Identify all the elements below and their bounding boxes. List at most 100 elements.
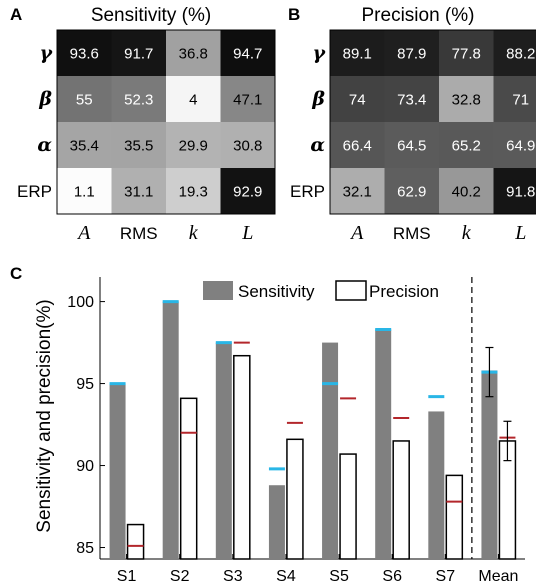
bar-sensitivity (162, 301, 179, 559)
heatmap-col-label: L (514, 222, 526, 244)
heatmap-cell (111, 76, 167, 123)
heatmap-cell-value: 35.4 (70, 138, 99, 155)
x-tick-label: S2 (170, 568, 190, 585)
legend-label-precision: Precision (369, 282, 439, 301)
panel-letter-b: B (288, 5, 300, 24)
heatmap-cell-value: 36.8 (179, 46, 208, 63)
x-tick-label: S3 (223, 568, 243, 585)
heatmap-sensitivity: A Sensitivity (%) 93.6 91.7 36.8 94.7 55 52.3… (10, 5, 276, 244)
legend-label-sensitivity: Sensitivity (238, 282, 315, 301)
panel-letter-c: C (10, 264, 22, 283)
heatmap-row-label: γ (312, 42, 326, 64)
heatmap-cell-value: 35.5 (124, 138, 153, 155)
heatmap-cell-value: 89.1 (343, 46, 372, 63)
heatmap-cell (493, 76, 536, 123)
bar-sensitivity (268, 485, 285, 559)
heatmap-cell (439, 30, 494, 77)
heatmap-row-label: β (38, 88, 52, 110)
heatmap-cell-value: 71 (512, 92, 529, 109)
heatmap-col-label: k (462, 222, 472, 244)
legend-swatch-precision (335, 280, 367, 301)
heatmap-cell (220, 76, 276, 123)
bar-sensitivity (215, 342, 232, 559)
x-tick-label: Mean (478, 568, 518, 585)
bar-precision (179, 397, 198, 560)
heatmap-title: Precision (%) (362, 5, 475, 26)
x-tick-label: S7 (436, 568, 456, 585)
heatmap-row-label: ERP (290, 182, 325, 201)
bar-chart: C Sensitivity and precision(%) Sensitivi… (10, 264, 525, 585)
heatmap-cell (384, 76, 440, 123)
heatmap-cell (166, 76, 221, 123)
bar-precision (445, 474, 464, 560)
bar-precision (126, 523, 145, 560)
y-tick-label: 100 (67, 294, 94, 311)
heatmap-cell (220, 168, 276, 215)
heatmap-cell (493, 168, 536, 215)
legend: Sensitivity Precision (203, 280, 439, 301)
heatmap-cell (330, 76, 385, 123)
heatmap-cell-value: 32.1 (343, 184, 372, 201)
heatmap-cell (57, 30, 112, 77)
heatmap-cell-value: 66.4 (343, 138, 372, 155)
heatmap-cell-value: 47.1 (233, 92, 262, 109)
bar-sensitivity (109, 383, 126, 559)
bar-precision (233, 354, 251, 560)
y-tick-label: 95 (76, 376, 94, 393)
heatmap-cell-value: 31.1 (124, 184, 153, 201)
heatmap-precision: B Precision (%) 89.1 87.9 77.8 88.2 74 73.4 32… (288, 5, 536, 244)
x-tick-label: S4 (276, 568, 296, 585)
heatmap-cell (57, 168, 112, 215)
heatmap-frame (56, 29, 276, 215)
bar-precision (339, 453, 357, 560)
heatmap-cell (439, 76, 494, 123)
heatmap-cell-value: 77.8 (452, 46, 481, 63)
heatmap-frame (329, 29, 536, 215)
heatmap-cell-value: 93.6 (70, 46, 99, 63)
bar-sensitivity (481, 370, 498, 559)
heatmap-row-label: α (310, 134, 325, 156)
y-tick-label: 85 (76, 540, 94, 557)
heatmap-cell-value: 94.7 (233, 46, 262, 63)
heatmap-cell-value: 87.9 (397, 46, 426, 63)
bar-precision (286, 438, 304, 560)
heatmap-col-label: A (349, 222, 364, 244)
heatmap-row-label: ERP (17, 182, 52, 201)
heatmap-cell (220, 122, 276, 169)
y-axis-label: Sensitivity and precision(%) (34, 299, 55, 532)
heatmap-cell-value: 1.1 (74, 184, 95, 201)
heatmap-cell (439, 122, 494, 169)
heatmap-cell-value: 74 (349, 92, 366, 109)
heatmap-cell (166, 30, 221, 77)
heatmap-cell-value: 64.9 (506, 138, 535, 155)
heatmap-cell-value: 29.9 (179, 138, 208, 155)
heatmap-cell-value: 32.8 (452, 92, 481, 109)
heatmap-cell (384, 30, 440, 77)
heatmap-cell (330, 168, 385, 215)
panel-letter-a: A (10, 5, 22, 24)
heatmap-cell (330, 122, 385, 169)
heatmap-col-label: k (189, 222, 199, 244)
heatmap-cell-value: 92.9 (233, 184, 262, 201)
heatmap-cell (220, 30, 276, 77)
heatmap-cell (111, 30, 167, 77)
bar-sensitivity (322, 342, 339, 559)
y-tick-label: 90 (76, 458, 94, 475)
heatmap-cell (166, 122, 221, 169)
heatmap-cell-value: 88.2 (506, 46, 535, 63)
heatmap-cell-value: 73.4 (397, 92, 426, 109)
heatmap-cell (493, 30, 536, 77)
heatmap-col-label: RMS (120, 224, 158, 243)
bar-sensitivity (428, 411, 445, 559)
legend-swatch-sensitivity (203, 281, 233, 300)
heatmap-cell (111, 168, 167, 215)
bar-sensitivity (375, 329, 392, 559)
heatmap-col-label: L (241, 222, 253, 244)
heatmap-cell-value: 64.5 (397, 138, 426, 155)
heatmap-cell (330, 30, 385, 77)
heatmap-cell (166, 168, 221, 215)
heatmap-row-label: α (37, 134, 52, 156)
bar-precision (392, 440, 410, 560)
